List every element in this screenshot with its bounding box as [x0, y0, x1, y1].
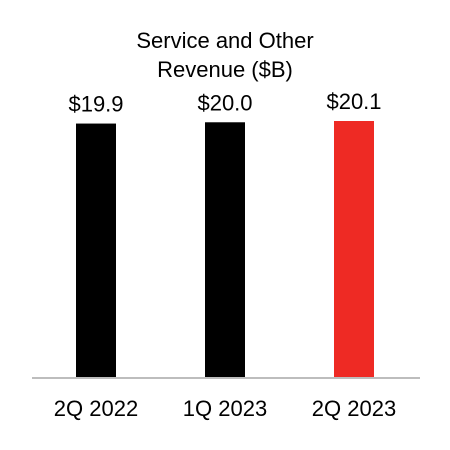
x-tick-label: 2Q 2022: [54, 396, 138, 421]
bar-2q-2023: [334, 121, 374, 378]
value-label: $19.9: [68, 92, 123, 117]
chart-title-line-1: Service and Other: [136, 28, 313, 53]
x-tick-label: 2Q 2023: [312, 396, 396, 421]
chart-title-line-2: Revenue ($B): [157, 57, 293, 82]
value-label: $20.0: [197, 90, 252, 115]
x-tick-label: 1Q 2023: [183, 396, 267, 421]
value-label: $20.1: [326, 89, 381, 114]
bars-layer: [76, 121, 374, 378]
labels-layer: $19.9 2Q 2022 $20.0 1Q 2023 $20.1 2Q 2023: [54, 89, 396, 421]
bar-1q-2023: [205, 122, 245, 378]
bar-2q-2022: [76, 123, 116, 378]
